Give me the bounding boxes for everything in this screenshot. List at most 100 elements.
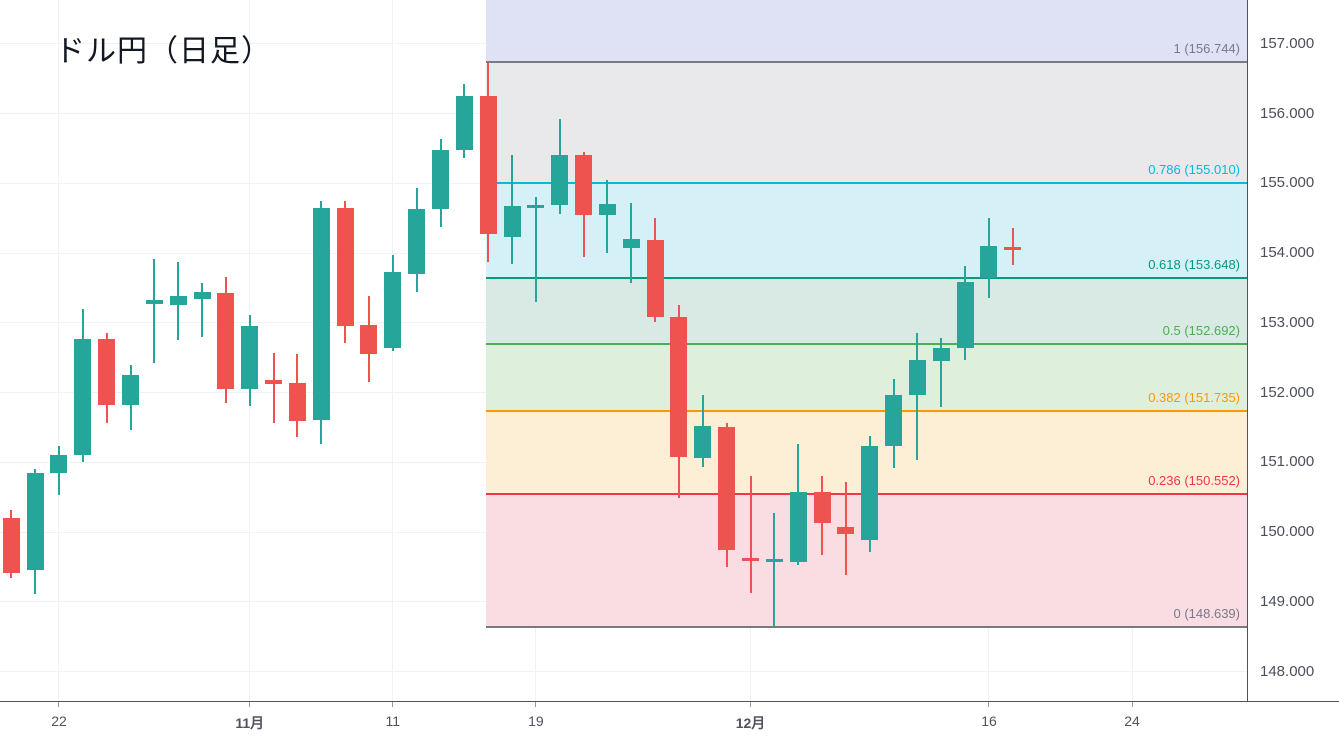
time-axis-label: 11 [385,713,401,729]
fib-zone [486,182,1247,278]
fib-level-line[interactable] [486,276,1247,279]
candle-body [718,426,736,551]
price-axis[interactable]: 157.000 156.000 155.000 154.000 153.000 152.0… [1247,0,1339,744]
fib-level-label[interactable]: 0 (148.639) [1173,606,1241,622]
candle-wick [201,283,204,337]
time-axis-label: 11月 [235,715,265,731]
candle-body [694,426,712,458]
time-axis-tick [249,702,251,707]
candle-body [503,206,521,238]
candle-body [312,207,330,420]
time-axis-label: 16 [981,713,997,729]
fib-level-label[interactable]: 0.5 (152.692) [1162,323,1240,339]
candle-wick [916,332,919,460]
candle-body [360,325,378,354]
chart-canvas[interactable]: 1 (156.744) 0.786 (155.010) 0.618 (153.648… [0,0,1247,701]
candle-wick [534,196,537,302]
fib-zone [486,0,1247,62]
candle-body [575,154,593,215]
candle-body [432,149,450,210]
candle-body [122,375,140,406]
candle-body [861,446,879,540]
time-axis-label: 12月 [735,715,766,731]
candle-body [26,472,44,570]
price-axis-label: 150.000 [1260,523,1315,541]
candle-body [908,359,926,395]
candle-body [813,492,831,524]
price-axis-label: 149.000 [1260,592,1315,610]
candle-body [1004,246,1022,250]
fib-zone [486,61,1247,183]
price-axis-label: 148.000 [1260,662,1315,680]
candle-body [2,517,20,574]
candle-body [241,326,259,390]
candle-wick [272,352,275,424]
candle-wick [606,179,609,254]
price-axis-label: 156.000 [1260,104,1315,122]
candle-body [670,316,688,457]
candle-body [789,492,807,563]
time-axis-tick [392,702,394,707]
fib-level-line[interactable] [486,343,1247,346]
time-gridline [58,0,60,701]
fib-zone [486,277,1247,345]
candle-body [384,272,402,349]
candle-body [551,154,569,206]
price-axis-label: 155.000 [1260,174,1315,192]
fib-level-label[interactable]: 0.786 (155.010) [1148,161,1240,177]
candle-body [193,291,211,300]
candle-body [145,299,163,305]
price-axis-label: 151.000 [1260,453,1315,471]
time-axis-tick [750,702,752,707]
candle-body [265,380,283,384]
fib-level-label[interactable]: 0.382 (151.735) [1148,390,1240,406]
candle-body [74,338,92,456]
fib-level-line[interactable] [486,410,1247,413]
candle-body [288,382,306,421]
time-axis-label: 22 [51,713,67,729]
candle-body [50,454,68,473]
fib-level-line[interactable] [486,60,1247,63]
time-axis-tick [58,702,60,707]
time-axis-tick [988,702,990,707]
fib-level-label[interactable]: 0.236 (150.552) [1148,472,1240,488]
fib-level-line[interactable] [486,181,1247,184]
candle-wick [1011,228,1014,266]
candle-body [742,558,760,562]
candle-body [336,207,354,327]
candle-body [622,239,640,248]
price-axis-label: 152.000 [1260,383,1315,401]
candle-body [527,205,545,209]
candle-body [956,281,974,349]
candle-wick [749,476,752,593]
candle-wick [153,259,156,363]
candle-body [98,338,116,406]
candle-wick [773,512,776,626]
fib-level-label[interactable]: 1 (156.744) [1173,40,1241,56]
fib-level-label[interactable]: 0.618 (153.648) [1148,256,1240,272]
fib-level-line[interactable] [486,626,1247,629]
candle-body [479,96,497,234]
candle-body [837,526,855,535]
price-axis-label: 157.000 [1260,34,1315,52]
fib-zone [486,344,1247,412]
candle-body [932,348,950,361]
candle-body [885,394,903,447]
price-gridline [0,671,1247,673]
price-axis-label: 154.000 [1260,244,1315,262]
candle-body [217,292,235,390]
candle-body [408,209,426,275]
candle-body [598,203,616,215]
candle-body [169,296,187,305]
candle-body [455,96,473,150]
candle-body [646,239,664,317]
time-axis-label: 19 [528,713,544,729]
candle-body [980,245,998,278]
price-axis-label: 153.000 [1260,313,1315,331]
time-axis[interactable]: 22 11月 11 19 12月 16 24 [0,701,1339,744]
candle-body [765,559,783,563]
time-axis-tick [1131,702,1133,707]
time-axis-tick [535,702,537,707]
time-axis-label: 24 [1124,713,1140,729]
